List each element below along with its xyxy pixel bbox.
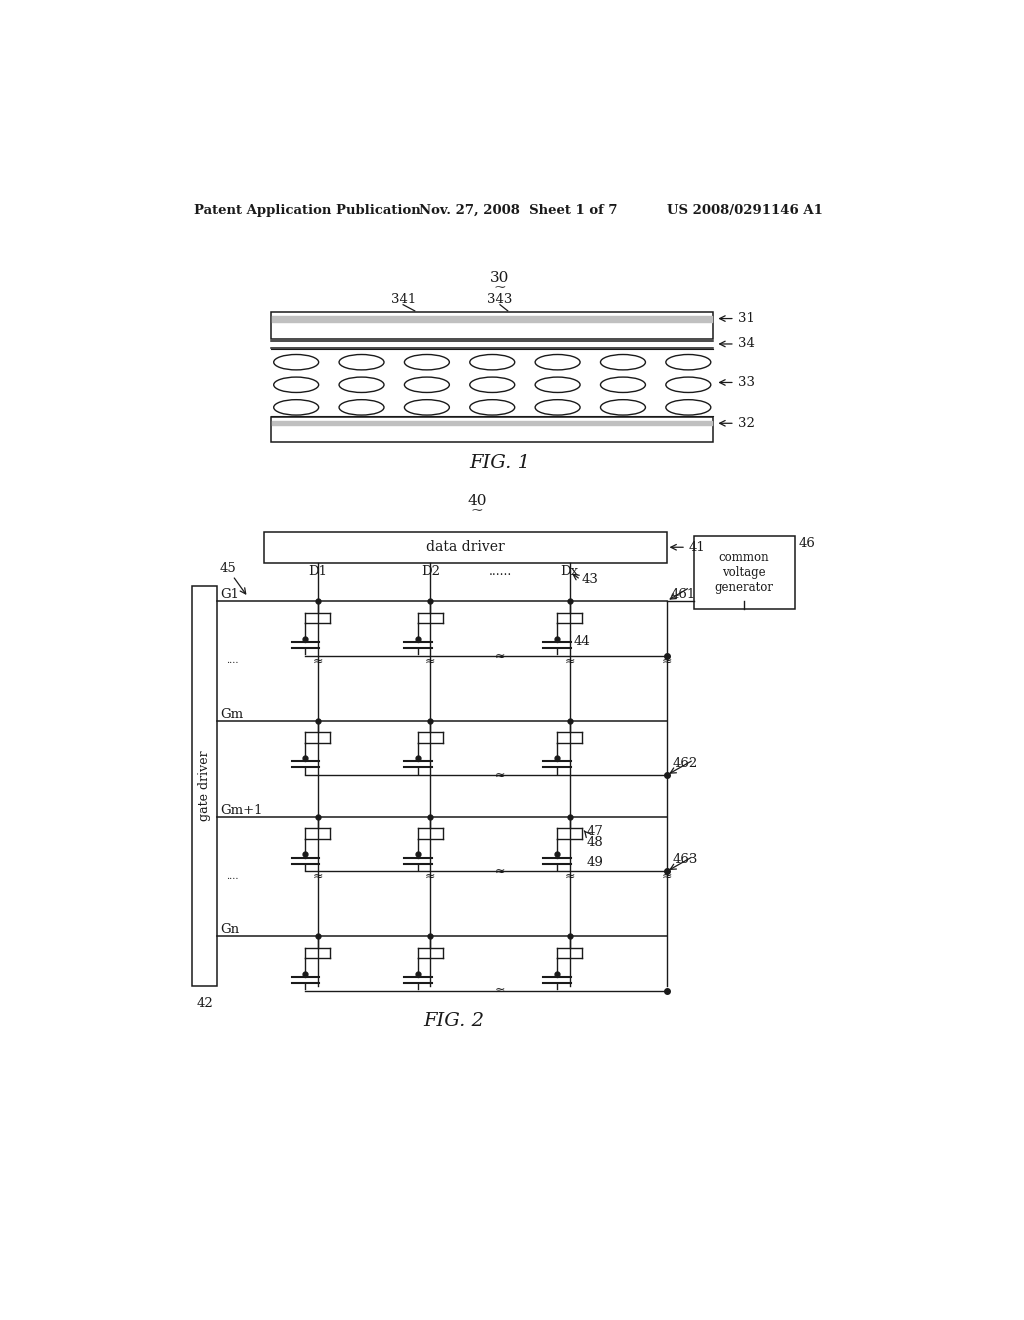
- Text: 462: 462: [673, 758, 698, 770]
- Text: ....: ....: [226, 656, 239, 665]
- Text: Gm+1: Gm+1: [220, 804, 263, 817]
- Text: 40: 40: [467, 494, 486, 508]
- Bar: [271, 313, 713, 339]
- Text: data driver: data driver: [426, 540, 505, 554]
- Text: 34: 34: [738, 338, 755, 351]
- Bar: [693, 536, 795, 609]
- Text: ......: ......: [488, 565, 512, 578]
- Ellipse shape: [470, 355, 515, 370]
- Text: ≈: ≈: [495, 985, 505, 998]
- Text: ≈: ≈: [564, 870, 575, 883]
- Bar: [193, 586, 217, 986]
- Ellipse shape: [666, 400, 711, 414]
- Ellipse shape: [470, 378, 515, 392]
- Text: US 2008/0291146 A1: US 2008/0291146 A1: [667, 205, 822, 218]
- Text: ≈: ≈: [312, 655, 324, 668]
- Text: 49: 49: [587, 855, 604, 869]
- Text: ~: ~: [470, 504, 483, 517]
- Ellipse shape: [536, 378, 580, 392]
- Text: ≈: ≈: [495, 865, 505, 878]
- Text: 463: 463: [673, 853, 698, 866]
- Text: 341: 341: [390, 293, 416, 306]
- Text: ≈: ≈: [425, 870, 435, 883]
- Text: ≈: ≈: [495, 649, 505, 663]
- Text: ....: ....: [226, 873, 239, 880]
- Text: 48: 48: [587, 836, 603, 849]
- Bar: [263, 532, 667, 562]
- Ellipse shape: [404, 378, 450, 392]
- Text: G1: G1: [220, 589, 240, 602]
- Text: Dx: Dx: [561, 565, 579, 578]
- Text: FIG. 2: FIG. 2: [423, 1012, 484, 1030]
- Ellipse shape: [339, 400, 384, 414]
- Text: 461: 461: [671, 589, 695, 602]
- Ellipse shape: [600, 355, 645, 370]
- Text: gate driver: gate driver: [199, 751, 211, 821]
- Ellipse shape: [470, 400, 515, 414]
- Text: 32: 32: [738, 417, 755, 430]
- Text: Nov. 27, 2008  Sheet 1 of 7: Nov. 27, 2008 Sheet 1 of 7: [419, 205, 617, 218]
- Bar: [271, 417, 713, 442]
- Ellipse shape: [273, 355, 318, 370]
- Ellipse shape: [273, 378, 318, 392]
- Text: ≈: ≈: [662, 870, 672, 883]
- Ellipse shape: [536, 400, 580, 414]
- Text: 45: 45: [219, 561, 237, 574]
- Ellipse shape: [339, 378, 384, 392]
- Text: ≈: ≈: [312, 870, 324, 883]
- Text: 31: 31: [738, 312, 755, 325]
- Ellipse shape: [536, 355, 580, 370]
- Text: ≈: ≈: [425, 655, 435, 668]
- Ellipse shape: [666, 355, 711, 370]
- Text: Gn: Gn: [220, 924, 240, 936]
- Text: 46: 46: [799, 537, 815, 550]
- Text: 343: 343: [487, 293, 513, 306]
- Ellipse shape: [273, 400, 318, 414]
- Text: 30: 30: [490, 271, 510, 285]
- Text: ≈: ≈: [662, 655, 672, 668]
- Text: ≈: ≈: [495, 768, 505, 781]
- Ellipse shape: [600, 378, 645, 392]
- Ellipse shape: [404, 355, 450, 370]
- Ellipse shape: [404, 400, 450, 414]
- Text: D1: D1: [308, 565, 328, 578]
- Text: FIG. 1: FIG. 1: [469, 454, 530, 471]
- Text: ~: ~: [494, 281, 507, 294]
- Ellipse shape: [339, 355, 384, 370]
- Ellipse shape: [600, 400, 645, 414]
- Text: 42: 42: [197, 997, 213, 1010]
- Text: common
voltage
generator: common voltage generator: [715, 550, 773, 594]
- Text: 41: 41: [688, 541, 706, 554]
- Text: Patent Application Publication: Patent Application Publication: [194, 205, 421, 218]
- Text: 33: 33: [738, 376, 755, 389]
- Text: 44: 44: [573, 635, 591, 648]
- Text: 43: 43: [582, 573, 598, 586]
- Text: 47: 47: [587, 825, 604, 838]
- Ellipse shape: [666, 378, 711, 392]
- Text: ≈: ≈: [564, 655, 575, 668]
- Text: D2: D2: [421, 565, 439, 578]
- Text: Gm: Gm: [220, 708, 244, 721]
